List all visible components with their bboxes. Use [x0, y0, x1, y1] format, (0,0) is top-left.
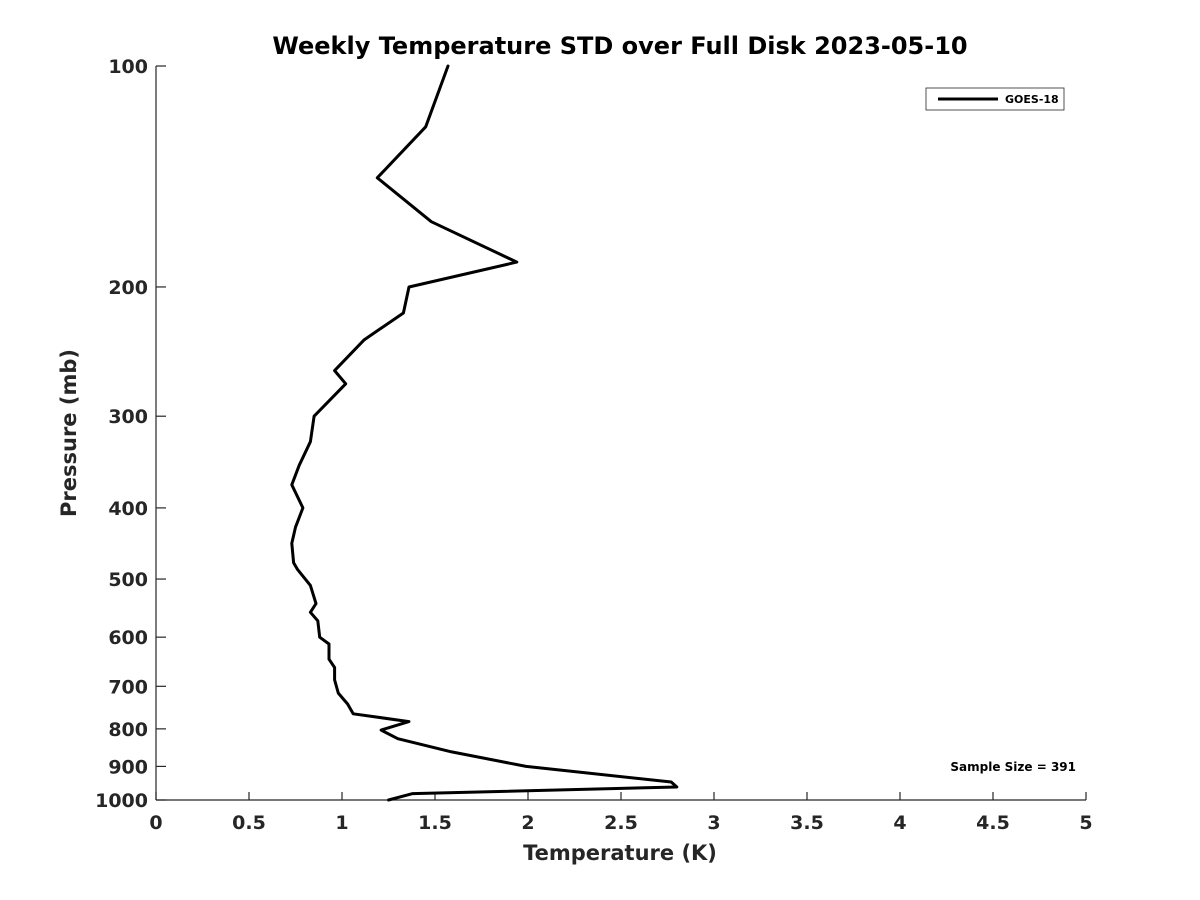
- x-tick-label: 2: [521, 812, 534, 834]
- legend: GOES-18: [925, 87, 1065, 111]
- y-tick-label: 400: [108, 498, 148, 520]
- x-tick-label: 0.5: [232, 812, 266, 834]
- x-tick-label: 1: [335, 812, 348, 834]
- x-tick-label: 5: [1079, 812, 1092, 834]
- series-group: [290, 64, 679, 802]
- legend-entry-goes-18: GOES-18: [1005, 93, 1059, 106]
- x-tick-label: 0: [149, 812, 162, 834]
- y-tick-label: 700: [108, 676, 148, 698]
- y-tick-label: 200: [108, 277, 148, 299]
- sample-size-annotation: Sample Size = 391: [950, 760, 1076, 774]
- x-tick-label: 1.5: [418, 812, 452, 834]
- y-tick-label: 900: [108, 756, 148, 778]
- x-tick-label: 3.5: [790, 812, 824, 834]
- y-tick-label: 100: [108, 56, 148, 78]
- x-axis-label: Temperature (K): [523, 841, 717, 865]
- y-axis-ticks: 100 200 300 400 500 600 700 800 900 1000: [95, 56, 166, 812]
- y-tick-label: 500: [108, 569, 148, 591]
- y-tick-label: 1000: [95, 790, 148, 812]
- x-tick-label: 3: [707, 812, 720, 834]
- y-tick-label: 800: [108, 719, 148, 741]
- x-tick-label: 4: [893, 812, 906, 834]
- x-tick-label: 2.5: [604, 812, 638, 834]
- chart-title: Weekly Temperature STD over Full Disk 20…: [272, 32, 967, 60]
- y-axis-label: Pressure (mb): [57, 349, 81, 517]
- y-tick-label: 600: [108, 627, 148, 649]
- x-tick-label: 4.5: [976, 812, 1010, 834]
- x-axis-ticks: 0 0.5 1 1.5 2 2.5 3 3.5 4 4.5 5: [149, 792, 1093, 834]
- y-tick-label: 300: [108, 406, 148, 428]
- series-line-goes-18: [290, 64, 679, 802]
